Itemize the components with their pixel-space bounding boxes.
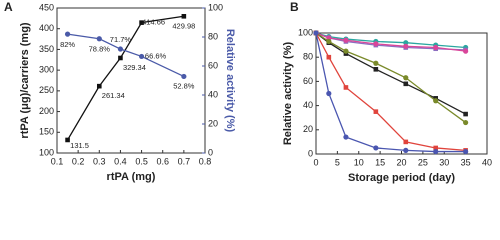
tick-label: 5 xyxy=(335,157,340,167)
tick-label: 0.6 xyxy=(156,156,169,166)
tick-label: 0.1 xyxy=(51,156,64,166)
marker xyxy=(373,145,379,151)
tick-label: 60 xyxy=(303,76,313,86)
tick-label: 80 xyxy=(208,31,218,41)
marker xyxy=(118,55,123,61)
tick-label: 450 xyxy=(39,2,54,12)
tick-label: 0 xyxy=(308,148,313,158)
value-label: 429.98 xyxy=(172,21,195,30)
tick-label: 0 xyxy=(208,147,213,157)
marker xyxy=(403,75,409,81)
value-label: 52.8% xyxy=(173,81,195,90)
value-label: 66.6% xyxy=(145,51,167,60)
marker xyxy=(403,40,409,46)
value-label: 261.34 xyxy=(102,91,125,100)
marker xyxy=(433,98,439,104)
tick-label: 250 xyxy=(39,85,54,95)
marker xyxy=(373,67,379,72)
value-label: 82% xyxy=(60,40,75,49)
tick-label: 100 xyxy=(39,147,54,157)
series-line xyxy=(315,32,466,153)
panel-label: A xyxy=(4,0,13,14)
tick-label: 20 xyxy=(396,157,406,167)
panel-label: B xyxy=(290,0,299,14)
marker xyxy=(373,109,379,114)
y-axis-title: rtPA (μg)/carriers (mg) xyxy=(19,22,31,138)
value-label: 71.7% xyxy=(110,35,132,44)
marker xyxy=(433,148,439,155)
marker xyxy=(326,35,332,41)
tick-label: 0.3 xyxy=(93,156,106,166)
tick-label: 300 xyxy=(39,65,54,75)
tick-label: 20 xyxy=(303,124,313,134)
tick-label: 100 xyxy=(208,2,223,12)
marker xyxy=(463,48,469,54)
marker xyxy=(343,48,349,54)
tick-label: 150 xyxy=(39,127,54,137)
series-line xyxy=(315,32,466,152)
tick-label: 20 xyxy=(208,118,218,128)
marker xyxy=(326,90,332,97)
marker xyxy=(433,44,439,51)
tick-label: 350 xyxy=(39,44,54,54)
tick-label: 0.4 xyxy=(114,156,127,166)
tick-label: 80 xyxy=(303,52,313,62)
marker xyxy=(373,60,379,66)
tick-label: 0 xyxy=(313,157,318,167)
figure: A0.1 0.2 0.3 0.4 0.5 0.6 0.7 0.8100150200250300… xyxy=(4,0,492,184)
tick-label: 0.7 xyxy=(178,156,191,166)
marker xyxy=(326,38,332,45)
tick-label: 15 xyxy=(375,157,385,167)
value-label: 329.34 xyxy=(123,63,146,72)
marker xyxy=(343,85,349,90)
x-axis-title: rtPA (mg) xyxy=(107,171,156,183)
tick-label: 0.5 xyxy=(135,156,148,166)
marker xyxy=(96,83,102,89)
marker xyxy=(181,13,187,19)
marker xyxy=(463,119,469,126)
marker xyxy=(403,43,409,49)
value-label: 414.66 xyxy=(142,18,165,27)
marker xyxy=(403,139,409,145)
marker xyxy=(96,36,102,42)
y2-axis-title: Relative activity (%) xyxy=(224,29,236,133)
tick-label: 25 xyxy=(418,157,428,167)
tick-label: 40 xyxy=(482,157,492,167)
tick-label: 10 xyxy=(354,157,364,167)
tick-label: 30 xyxy=(439,157,449,167)
marker xyxy=(463,148,469,155)
y-axis-title: Relative activity (%) xyxy=(282,42,294,146)
marker xyxy=(403,81,409,87)
tick-label: 35 xyxy=(461,157,471,167)
tick-label: 40 xyxy=(303,100,313,110)
marker xyxy=(139,20,144,25)
tick-label: 0.8 xyxy=(199,156,212,166)
marker xyxy=(433,145,438,151)
tick-label: 0.2 xyxy=(72,156,85,166)
marker xyxy=(181,73,187,80)
plot-frame xyxy=(56,7,206,154)
value-label: 131.5 xyxy=(70,141,89,150)
value-label: 78.8% xyxy=(89,45,111,54)
marker xyxy=(65,137,70,143)
marker xyxy=(343,37,349,43)
marker xyxy=(403,147,409,153)
tick-label: 100 xyxy=(298,27,313,37)
marker xyxy=(373,41,379,47)
marker xyxy=(138,53,145,60)
marker xyxy=(326,54,332,60)
tick-label: 60 xyxy=(208,60,218,70)
marker xyxy=(117,46,124,52)
x-axis-title: Storage period (day) xyxy=(348,172,455,184)
marker xyxy=(463,111,468,117)
tick-label: 400 xyxy=(39,23,54,33)
tick-label: 40 xyxy=(208,89,218,99)
marker xyxy=(313,30,319,36)
tick-label: 200 xyxy=(39,106,54,116)
marker xyxy=(64,31,71,37)
marker xyxy=(343,134,349,140)
